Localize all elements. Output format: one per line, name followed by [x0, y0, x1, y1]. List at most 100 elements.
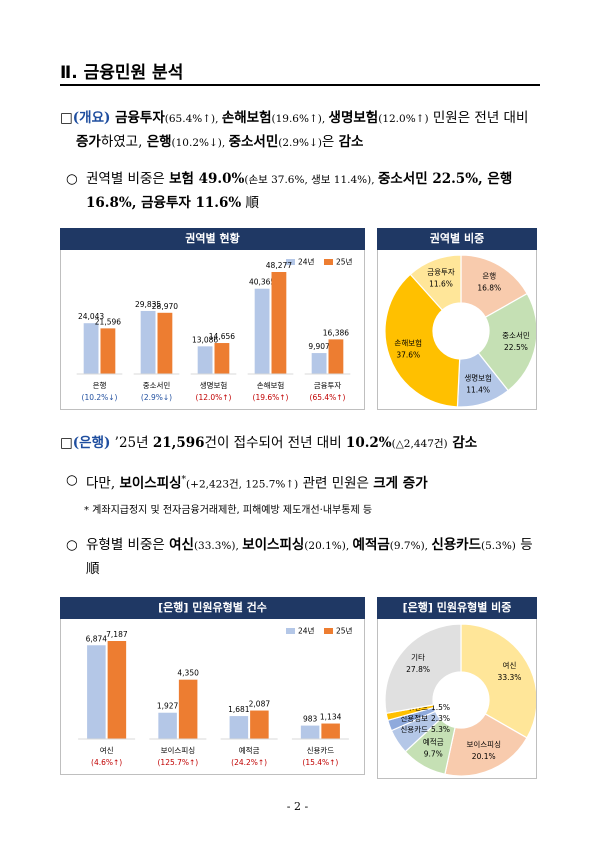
slice-label: 금융투자 — [427, 268, 455, 277]
run: 다만, — [86, 475, 120, 492]
slice-label: 여신 — [503, 660, 517, 670]
bar — [83, 323, 99, 374]
slice — [444, 713, 528, 777]
paragraph: ○ 권역별 비중은 보험 49.0%(손보 37.6%, 생보 11.4%), … — [66, 168, 542, 215]
change-note: (2.9%↓) — [141, 393, 172, 402]
run: (10.2%↓), — [171, 137, 229, 149]
run: 유형별 비중은 — [86, 537, 170, 553]
bar — [328, 339, 344, 374]
slice-value: 11.4% — [466, 385, 490, 394]
footnote: * 계좌지급정지 및 전자금융거래제한, 피해예방 제도개선·내부통제 등 — [84, 505, 373, 516]
run: 보이스피싱 — [119, 475, 182, 492]
slice-value: 5.3% — [431, 725, 450, 734]
slice-label: 신용카드 — [400, 725, 428, 734]
category-label: 은행 — [93, 380, 107, 390]
run: * — [181, 475, 187, 485]
legend-label: 25년 — [336, 257, 353, 267]
slice — [384, 623, 462, 714]
run: 보이스피싱 — [242, 537, 305, 553]
slice-label: 기타 — [411, 653, 425, 662]
change-note: (19.6%↑) — [253, 393, 289, 402]
legend-swatch — [286, 628, 295, 634]
slice-label: 중소서민 — [502, 330, 530, 340]
run: 등 順 — [86, 537, 533, 577]
run: 권역별 비중은 — [86, 171, 170, 187]
bullet: ○ — [66, 472, 78, 488]
value-label: 48,277 — [266, 261, 292, 270]
run: 크게 증가 — [373, 475, 428, 492]
change-note: (4.6%↑) — [91, 758, 122, 767]
value-label: 21,596 — [95, 317, 121, 326]
bar — [214, 343, 230, 374]
chart-title: [은행] 민원유형별 비중 — [377, 597, 537, 619]
change-note: (10.2%↓) — [82, 393, 118, 402]
paragraph: ○ 다만, 보이스피싱*(+2,423건, 125.7%↑) 관련 민원은 크게… — [66, 469, 542, 497]
bar — [197, 346, 213, 374]
chart: 여신 33.3% 보이스피싱 20.1% 예적금 9.7% 신용카드 5.3%신용정보 2.3%… — [377, 619, 537, 779]
value-label: 983 — [303, 715, 318, 724]
value-label: 24,043 — [78, 312, 104, 321]
paragraph: ○ 유형별 비중은 여신(33.3%), 보이스피싱(20.1%), 예적금(9… — [66, 534, 542, 581]
bar — [87, 645, 106, 739]
run: 감소 — [447, 435, 478, 451]
legend-label: 24년 — [298, 626, 315, 636]
value-label: 7,187 — [106, 630, 128, 639]
change-note: (65.4%↑) — [310, 393, 346, 402]
section-title: Ⅱ. 금융민원 분석 — [60, 63, 184, 83]
run: (개요) — [72, 110, 111, 126]
chart-panel: [은행] 민원유형별 건수 24년 25년 6,874 7,187 여신 (4.6%↑) 1… — [60, 597, 365, 775]
chart: 은행 16.8% 중소서민 22.5% 생명보험 11.4% 손해보험 37.6% 금융투자 11… — [377, 250, 537, 410]
slice-value: 37.6% — [396, 351, 420, 360]
run: (△2,447건) — [391, 438, 448, 450]
title-rule — [60, 84, 540, 86]
slice-value: 9.7% — [424, 750, 443, 759]
run: 보험 49.0% — [169, 171, 245, 187]
category-label: 보이스피싱 — [161, 745, 196, 755]
category-label: 여신 — [100, 745, 114, 755]
run: 금융투자 — [110, 110, 165, 126]
bullet: ○ — [66, 537, 78, 553]
legend-swatch — [324, 628, 333, 634]
slice-value: 11.6% — [429, 280, 453, 289]
run: (9.7%), — [389, 540, 432, 552]
category-label: 생명보험 — [200, 380, 228, 390]
run: 중소서민 — [228, 134, 279, 150]
chart: 24년 25년 6,874 7,187 여신 (4.6%↑) 1,927 4,350 보이스피싱… — [60, 619, 365, 775]
bar — [321, 723, 340, 739]
legend-swatch — [286, 259, 295, 265]
bar — [178, 679, 198, 739]
run: 증가 — [76, 134, 101, 150]
value-label: 29,835 — [135, 300, 161, 309]
value-label: 14,656 — [209, 332, 235, 341]
category-label: 신용카드 — [307, 746, 335, 755]
slice — [409, 254, 462, 311]
run: 은행 — [146, 134, 172, 150]
chart-title: 권역별 현황 — [60, 228, 365, 250]
value-label: 1,681 — [228, 705, 250, 714]
run: 건이 접수되어 전년 대비 — [204, 435, 346, 451]
chart-panel: [은행] 민원유형별 비중 여신 33.3% 보이스피싱 20.1% 예적금 9.7% 신용… — [377, 597, 537, 779]
run: 민원은 전년 대비 — [428, 110, 529, 126]
slice-value: 27.8% — [406, 665, 430, 674]
slice-label: 은행 — [482, 271, 496, 281]
change-note: (12.0%↑) — [196, 393, 232, 402]
slice-value: 20.1% — [472, 752, 496, 761]
value-label: 2,087 — [249, 700, 271, 709]
bar — [100, 328, 116, 374]
run: (은행) — [72, 435, 111, 451]
chart-panel: 권역별 비중 은행 16.8% 중소서민 22.5% 생명보험 11.4% 손해보험 37.6… — [377, 228, 537, 410]
run: 생명보험 — [328, 110, 379, 126]
legend-label: 25년 — [336, 626, 353, 636]
bar — [300, 725, 320, 739]
category-label: 금융투자 — [314, 381, 342, 390]
bar — [271, 272, 287, 374]
value-label: 1,134 — [320, 713, 342, 722]
chart-title: [은행] 민원유형별 건수 — [60, 597, 365, 619]
run: (20.1%), — [304, 540, 353, 552]
run: 예적금 — [352, 537, 390, 553]
slice-value: 1.5% — [431, 703, 450, 712]
bar — [158, 712, 177, 739]
value-label: 28,970 — [152, 302, 178, 311]
run: (2.9%↓) — [278, 137, 322, 149]
slice-label: 예적금 — [423, 737, 444, 747]
